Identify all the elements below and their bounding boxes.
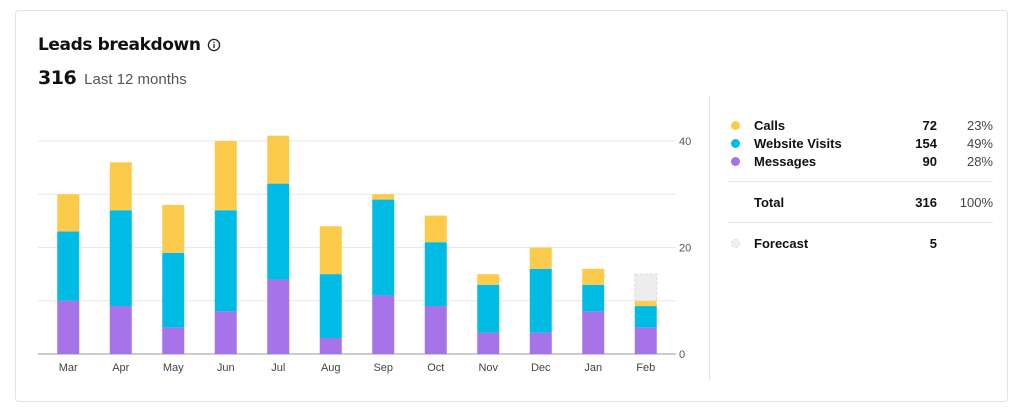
bar-segment-calls (109, 162, 132, 211)
legend-value: 154 (915, 135, 937, 151)
bar-segment-website-visits (267, 183, 290, 280)
bar-segment-calls (529, 247, 552, 269)
legend-label: Calls (754, 117, 786, 133)
bar-segment-website-visits (319, 274, 342, 339)
x-tick-label: May (163, 362, 184, 374)
bar-segment-messages (319, 338, 342, 354)
x-tick-label: Jan (584, 362, 602, 374)
y-tick-label: 0 (679, 349, 685, 361)
legend-percent: 23% (966, 117, 993, 133)
bar-segment-website-visits (214, 210, 237, 312)
legend-total-row: Total 316 100% (728, 193, 993, 211)
info-icon[interactable] (207, 38, 221, 52)
legend-item-website-visits[interactable]: Website Visits 154 49% (728, 134, 993, 152)
x-tick-label: Nov (478, 362, 498, 374)
x-tick-label: Dec (531, 362, 551, 374)
x-tick-label: Apr (112, 362, 129, 374)
bar-segment-calls (634, 300, 657, 307)
bar-segment-calls (214, 141, 237, 211)
bar-segment-messages (529, 332, 552, 354)
forecast-bar-segment (634, 273, 658, 302)
leads-breakdown-card: Leads breakdown 316 Last 12 months 0 20 40… (15, 10, 1008, 402)
y-tick-label: 40 (679, 136, 691, 148)
card-title: Leads breakdown (38, 35, 201, 55)
legend-divider (728, 222, 993, 223)
bar-segment-calls (319, 226, 342, 275)
total-value: 316 (915, 194, 937, 210)
legend-label: Messages (754, 153, 817, 169)
bar-segment-messages (582, 311, 605, 354)
bar-segment-calls (267, 135, 290, 184)
bar-segment-messages (214, 311, 237, 354)
legend-label: Website Visits (754, 135, 842, 151)
bar-segment-messages (57, 300, 80, 354)
bar-segment-calls (582, 268, 605, 285)
bar-segment-messages (109, 306, 132, 354)
total-percent: 100% (959, 194, 993, 210)
x-tick-label: Oct (427, 362, 444, 374)
x-tick-label: Jun (217, 362, 235, 374)
bar-segment-website-visits (109, 210, 132, 307)
bar-segment-website-visits (57, 231, 80, 301)
legend-percent: 49% (966, 135, 993, 151)
legend-item-messages[interactable]: Messages 90 28% (728, 152, 993, 170)
legend-value: 72 (922, 117, 937, 133)
calls-dot (731, 120, 740, 130)
website-visits-dot (731, 138, 740, 148)
x-tick-label: Sep (373, 362, 393, 374)
legend-item-forecast[interactable]: Forecast 5 (728, 234, 993, 252)
x-tick-label: Feb (636, 362, 655, 374)
bar-segment-website-visits (634, 306, 657, 328)
x-tick-label: Aug (321, 362, 341, 374)
legend-item-calls[interactable]: Calls 72 23% (728, 116, 993, 134)
bar-segment-messages (372, 295, 395, 354)
legend: Calls 72 23% Website Visits 154 49% Mess… (728, 116, 993, 252)
legend-percent: 28% (966, 153, 993, 169)
bar-segment-calls (477, 274, 500, 285)
legend-value: 5 (929, 235, 937, 251)
x-tick-label: Mar (59, 362, 78, 374)
bar-segment-website-visits (529, 268, 552, 333)
total-leads: 316 (38, 67, 77, 89)
bar-segment-calls (372, 194, 395, 200)
bar-segment-website-visits (162, 252, 185, 328)
y-tick-label: 20 (679, 243, 691, 255)
bar-segment-website-visits (582, 284, 605, 312)
period-label: Last 12 months (84, 71, 187, 88)
total-label: Total (754, 194, 785, 210)
bar-segment-website-visits (424, 242, 447, 307)
bar-segment-messages (267, 279, 290, 354)
forecast-dot (731, 238, 740, 248)
vertical-divider (709, 95, 710, 381)
bar-segment-messages (634, 327, 657, 354)
x-tick-label: Jul (271, 362, 285, 374)
messages-dot (731, 156, 740, 166)
bar-segment-messages (424, 306, 447, 354)
stacked-bar-chart: 0 20 40 Mar Apr May Jun Jul Aug Sep Oct Nov Dec Jan Fe… (38, 135, 691, 374)
bar-segment-calls (424, 215, 447, 243)
legend-label: Forecast (754, 235, 809, 251)
bar-segment-calls (57, 194, 80, 232)
legend-divider (728, 181, 993, 182)
bar-segment-messages (162, 327, 185, 354)
bar-segment-messages (477, 332, 500, 354)
bar-segment-calls (162, 204, 185, 253)
legend-value: 90 (922, 153, 937, 169)
bar-segment-website-visits (372, 199, 395, 296)
bar-segment-website-visits (477, 284, 500, 333)
